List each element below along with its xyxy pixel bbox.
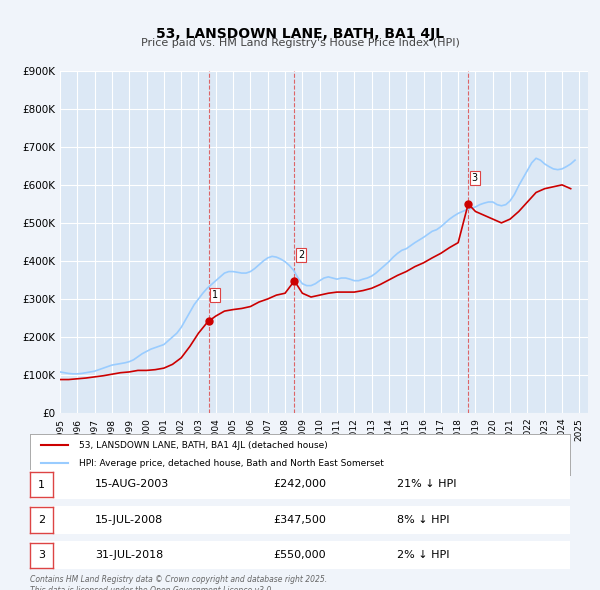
Text: 3: 3	[38, 550, 45, 560]
Text: 1: 1	[38, 480, 45, 490]
Text: 15-AUG-2003: 15-AUG-2003	[95, 480, 169, 489]
Text: 8% ↓ HPI: 8% ↓ HPI	[397, 515, 450, 525]
Text: 2: 2	[38, 515, 45, 525]
Text: HPI: Average price, detached house, Bath and North East Somerset: HPI: Average price, detached house, Bath…	[79, 459, 383, 468]
Text: 2% ↓ HPI: 2% ↓ HPI	[397, 550, 450, 560]
Text: 1: 1	[212, 290, 218, 300]
Text: 53, LANSDOWN LANE, BATH, BA1 4JL: 53, LANSDOWN LANE, BATH, BA1 4JL	[156, 27, 444, 41]
Text: 31-JUL-2018: 31-JUL-2018	[95, 550, 163, 560]
Text: 53, LANSDOWN LANE, BATH, BA1 4JL (detached house): 53, LANSDOWN LANE, BATH, BA1 4JL (detach…	[79, 441, 328, 450]
Text: 3: 3	[472, 173, 478, 183]
Text: £550,000: £550,000	[273, 550, 326, 560]
Text: 15-JUL-2008: 15-JUL-2008	[95, 515, 163, 525]
Text: 2: 2	[298, 250, 304, 260]
Text: Price paid vs. HM Land Registry's House Price Index (HPI): Price paid vs. HM Land Registry's House …	[140, 38, 460, 48]
Text: Contains HM Land Registry data © Crown copyright and database right 2025.
This d: Contains HM Land Registry data © Crown c…	[30, 575, 327, 590]
Text: £347,500: £347,500	[273, 515, 326, 525]
Text: £242,000: £242,000	[273, 480, 326, 489]
Text: 21% ↓ HPI: 21% ↓ HPI	[397, 480, 457, 489]
